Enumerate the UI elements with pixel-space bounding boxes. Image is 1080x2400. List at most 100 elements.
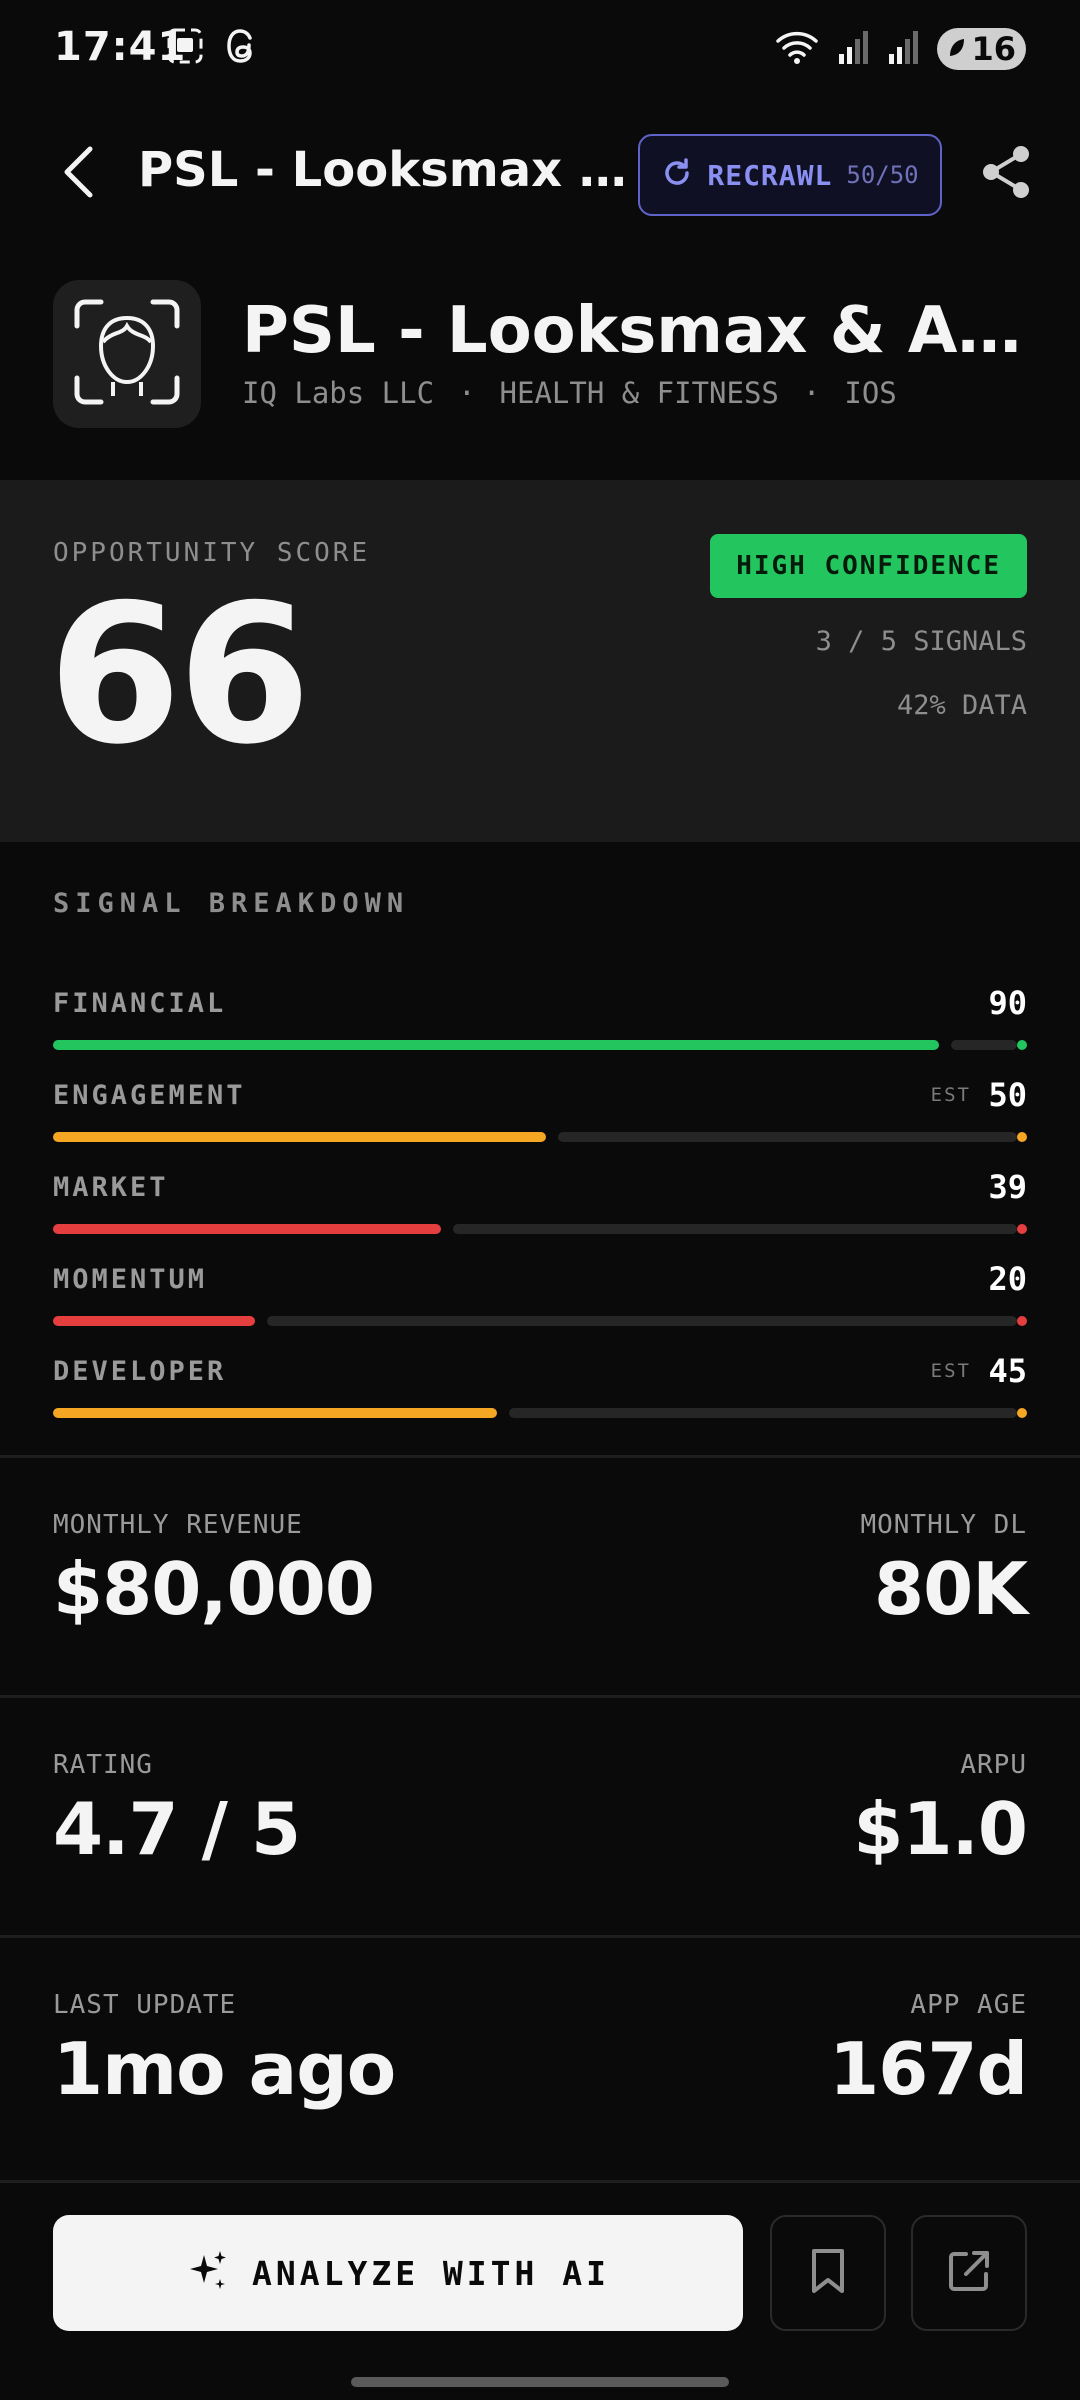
signal-value: 20 [988, 1260, 1027, 1298]
arpu-value: $1.0 [853, 1787, 1028, 1871]
app-icon [53, 280, 201, 428]
signal-row-financial: FINANCIAL 90 [53, 984, 1027, 1050]
signal-progress-bar [53, 1040, 1027, 1050]
signal-progress-fill [53, 1040, 939, 1050]
app-header: PSL - Looksmax & Asce... IQ Labs LLC · H… [0, 280, 1080, 480]
signal-progress-bar [53, 1224, 1027, 1234]
rating-label: RATING [53, 1750, 153, 1780]
data-completeness: 42% DATA [896, 690, 1027, 721]
monthly-dl-label: MONTHLY DL [860, 1510, 1027, 1540]
signal-end-dot [1017, 1408, 1027, 1418]
signal-progress-fill [53, 1132, 546, 1142]
monthly-revenue-value: $80,000 [53, 1547, 375, 1631]
app-bar: PSL - Looksmax & ... RECRAWL 50/50 [0, 120, 1080, 230]
signal-end-dot [1017, 1132, 1027, 1142]
battery-saver-icon [947, 30, 967, 68]
signal-row-developer: DEVELOPER EST 45 [53, 1352, 1027, 1418]
opportunity-label: OPPORTUNITY SCORE [53, 538, 371, 568]
battery-indicator: 16 [937, 28, 1026, 70]
rating-value: 4.7 / 5 [53, 1787, 301, 1871]
signal-end-dot [1017, 1040, 1027, 1050]
signal-progress-remainder [558, 1132, 1017, 1142]
bookmark-icon [808, 2247, 848, 2299]
signal-name: MARKET [53, 1172, 169, 1203]
app-platform: IOS [844, 376, 897, 410]
signal-name: ENGAGEMENT [53, 1080, 246, 1111]
opportunity-card: OPPORTUNITY SCORE 66 HIGH CONFIDENCE 3 /… [0, 480, 1080, 842]
signal-progress-remainder [453, 1224, 1017, 1234]
back-icon [60, 145, 96, 203]
app-meta: IQ Labs LLC · HEALTH & FITNESS · IOS [242, 376, 897, 410]
signal-breakdown: SIGNAL BREAKDOWN FINANCIAL 90 ENGAGEMENT… [0, 842, 1080, 1457]
status-icons-left [166, 26, 260, 70]
section-divider [0, 1695, 1080, 1698]
signal-value: 39 [988, 1168, 1027, 1206]
app-name: PSL - Looksmax & Asce... [242, 294, 1042, 368]
confidence-badge: HIGH CONFIDENCE [710, 534, 1027, 598]
signal-icon [837, 30, 869, 68]
signal-est: EST [930, 1084, 971, 1106]
face-scan-icon [67, 292, 187, 416]
share-button[interactable] [978, 144, 1034, 204]
meta-separator: · [802, 376, 821, 410]
recrawl-button[interactable]: RECRAWL 50/50 [638, 134, 942, 216]
signals-count: 3 / 5 SIGNALS [815, 626, 1027, 657]
app-bar-title: PSL - Looksmax & ... [138, 142, 628, 198]
signal-progress-bar [53, 1408, 1027, 1418]
analyze-label: ANALYZE WITH AI [251, 2253, 610, 2293]
last-update-label: LAST UPDATE [53, 1990, 237, 2020]
app-developer: IQ Labs LLC [242, 376, 435, 410]
status-time: 17:41 [54, 24, 187, 70]
external-link-icon [946, 2248, 992, 2298]
breakdown-title: SIGNAL BREAKDOWN [53, 888, 410, 919]
signal-row-market: MARKET 39 [53, 1168, 1027, 1234]
signal-progress-remainder [267, 1316, 1017, 1326]
signal-progress-bar [53, 1316, 1027, 1326]
wifi-icon [775, 29, 819, 69]
signal-end-dot [1017, 1316, 1027, 1326]
metric-row-revenue: MONTHLY REVENUE $80,000 MONTHLY DL 80K [0, 1458, 1080, 1696]
share-icon [980, 144, 1032, 204]
opportunity-score: 66 [48, 564, 311, 787]
signal-end-dot [1017, 1224, 1027, 1234]
monthly-dl-value: 80K [874, 1547, 1028, 1631]
app-age-label: APP AGE [910, 1990, 1027, 2020]
monthly-revenue-label: MONTHLY REVENUE [53, 1510, 303, 1540]
gallery-icon [166, 27, 204, 69]
signal-value: 45 [988, 1352, 1027, 1390]
section-divider [0, 1455, 1080, 1458]
last-update-value: 1mo ago [53, 2027, 396, 2111]
app-category: HEALTH & FITNESS [499, 376, 779, 410]
recrawl-count: 50/50 [846, 161, 919, 189]
signal-progress-fill [53, 1408, 497, 1418]
signal-progress-fill [53, 1224, 441, 1234]
signal-row-momentum: MOMENTUM 20 [53, 1260, 1027, 1326]
home-indicator[interactable] [351, 2377, 729, 2387]
bottom-action-bar: ANALYZE WITH AI [0, 2180, 1080, 2400]
metric-row-rating: RATING 4.7 / 5 ARPU $1.0 [0, 1698, 1080, 1936]
signal-value: 90 [988, 984, 1027, 1022]
meta-separator: · [458, 376, 476, 410]
app-age-value: 167d [829, 2027, 1028, 2111]
signal-row-engagement: ENGAGEMENT EST 50 [53, 1076, 1027, 1142]
signal-value: 50 [988, 1076, 1027, 1114]
refresh-icon [661, 157, 693, 193]
back-button[interactable] [50, 144, 106, 204]
signal-progress-fill [53, 1316, 255, 1326]
status-icons-right: 16 [775, 28, 1026, 70]
battery-level: 16 [971, 30, 1016, 68]
analyze-with-ai-button[interactable]: ANALYZE WITH AI [53, 2215, 743, 2331]
signal-progress-remainder [509, 1408, 1017, 1418]
signal-name: MOMENTUM [53, 1264, 208, 1295]
metric-row-age: LAST UPDATE 1mo ago APP AGE 167d [0, 1938, 1080, 2176]
signal-progress-bar [53, 1132, 1027, 1142]
recrawl-label: RECRAWL [707, 158, 833, 192]
signal-progress-remainder [951, 1040, 1017, 1050]
open-external-button[interactable] [911, 2215, 1027, 2331]
signal-name: DEVELOPER [53, 1356, 227, 1387]
sparkle-icon [186, 2249, 230, 2297]
bookmark-button[interactable] [770, 2215, 886, 2331]
threads-icon [224, 26, 260, 70]
signal-name: FINANCIAL [53, 988, 227, 1019]
arpu-label: ARPU [960, 1750, 1027, 1780]
